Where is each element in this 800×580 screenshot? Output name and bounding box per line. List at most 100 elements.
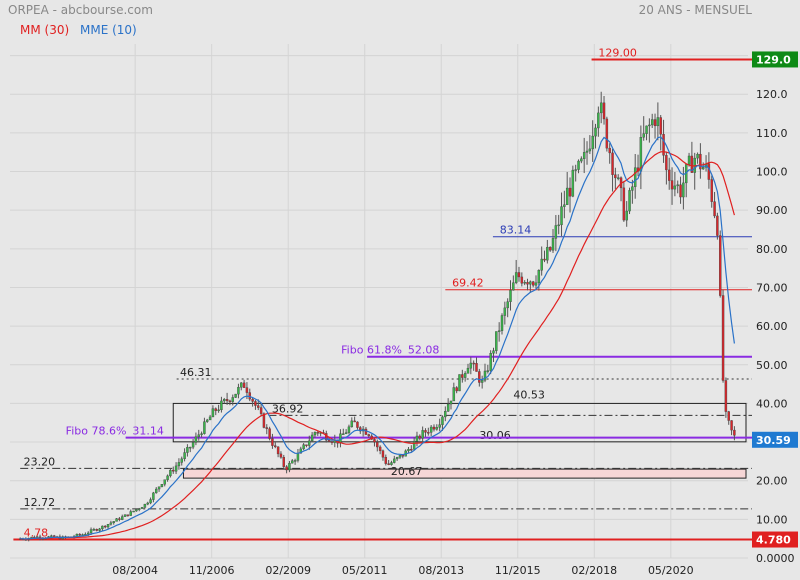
candle-body-237 <box>690 155 694 173</box>
candle-body-193 <box>565 187 569 205</box>
candle-body-165 <box>486 370 490 372</box>
candle-body-217 <box>633 167 637 187</box>
level-label-9: 4.78 <box>24 527 49 540</box>
candle-body-241 <box>702 167 705 170</box>
candle-body-252 <box>733 429 736 436</box>
candle-body-83 <box>254 401 257 406</box>
candle-body-38 <box>126 514 130 516</box>
candle-body-209 <box>611 152 614 175</box>
candle-body-137 <box>407 448 410 452</box>
level-label-1: 83.14 <box>500 224 532 237</box>
x-tick-label-0: 08/2004 <box>112 564 158 577</box>
candle-body-40 <box>132 510 135 513</box>
candle-body-175 <box>514 272 518 283</box>
price-tag-1: 30.59 <box>756 434 791 447</box>
candle-body-143 <box>424 430 427 433</box>
candle-body-123 <box>367 434 371 437</box>
candle-body-72 <box>223 399 226 402</box>
candle-body-190 <box>557 224 560 227</box>
candle-body-206 <box>602 102 606 120</box>
candle-body-31 <box>106 524 110 528</box>
x-tick-label-5: 11/2015 <box>495 564 541 577</box>
level-prefix-3: Fibo 61.8% <box>341 344 402 357</box>
candle-body-141 <box>418 435 422 439</box>
price-tag-bg-2 <box>752 531 798 548</box>
candle-body-78 <box>240 382 243 388</box>
y-tick-label-4: 40.00 <box>756 397 788 410</box>
candle-body-214 <box>625 210 628 221</box>
candle-body-220 <box>642 133 645 138</box>
price-tags: 129.0 30.59 4.780 <box>752 51 798 548</box>
candle-body-185 <box>543 258 546 261</box>
candle-body-166 <box>489 353 492 371</box>
candle-body-196 <box>574 169 577 171</box>
level-label-3: 52.08 <box>408 344 440 357</box>
candle-body-179 <box>526 282 529 285</box>
candle-body-52 <box>166 475 169 480</box>
candle-body-191 <box>560 206 563 226</box>
candle-body-211 <box>616 177 620 179</box>
candle-body-37 <box>123 514 127 517</box>
candle-body-89 <box>271 438 274 446</box>
candle-body-101 <box>305 444 308 446</box>
candle-body-116 <box>347 426 351 433</box>
candle-body-160 <box>472 362 475 365</box>
candle-body-57 <box>180 458 183 463</box>
candle-body-151 <box>446 403 450 412</box>
grid <box>10 44 748 559</box>
y-tick-label-8: 80.00 <box>756 243 788 256</box>
candle-body-144 <box>427 432 430 434</box>
candle-body-110 <box>330 441 334 443</box>
candle-body-96 <box>291 460 294 464</box>
level-label-5: 36.92 <box>272 402 304 415</box>
candle-body-36 <box>121 516 124 520</box>
candle-body-115 <box>344 432 348 434</box>
candle-body-226 <box>659 117 662 135</box>
candle-body-109 <box>327 439 331 442</box>
candle-body-173 <box>509 289 512 302</box>
candle-body-124 <box>370 435 373 440</box>
candle-body-133 <box>395 457 399 460</box>
level-prefix-6: Fibo 78.6% <box>66 425 127 438</box>
candle-body-172 <box>506 301 509 309</box>
y-tick-label-9: 90.00 <box>756 204 788 217</box>
candle-body-85 <box>259 407 263 414</box>
candle-body-213 <box>622 187 626 221</box>
candle-body-93 <box>282 457 285 467</box>
y-tick-label-11: 110.0 <box>756 127 788 140</box>
candle-body-68 <box>211 408 215 418</box>
candle-body-240 <box>699 153 702 170</box>
candle-body-51 <box>163 479 166 485</box>
price-tag-bg-0 <box>752 51 798 68</box>
candle-body-154 <box>455 387 458 392</box>
candle-body-168 <box>495 331 498 351</box>
candle-body-50 <box>160 484 164 487</box>
x-axis: 08/2004 11/2006 02/2009 05/2011 08/2013 11/20… <box>112 564 693 577</box>
candle-body-215 <box>628 190 631 212</box>
candle-body-59 <box>186 447 189 453</box>
candle-body-24 <box>87 532 90 535</box>
candle-body-194 <box>568 187 572 197</box>
candle-body-99 <box>299 448 302 454</box>
zone-label-2: 20.67 <box>391 465 423 478</box>
candle-body-243 <box>707 163 711 180</box>
candle-body-229 <box>667 169 671 181</box>
candle-body-41 <box>135 509 138 512</box>
y-tick-label-7: 70.00 <box>756 281 788 294</box>
level-label-8: 12.72 <box>24 496 56 509</box>
candle-body-34 <box>115 518 118 522</box>
candle-body-189 <box>554 225 558 239</box>
candle-body-71 <box>220 400 223 411</box>
moving-averages <box>20 136 735 540</box>
candle-body-75 <box>231 397 234 402</box>
candle-body-187 <box>548 246 552 251</box>
x-tick-label-3: 05/2011 <box>342 564 388 577</box>
candle-body-139 <box>412 441 416 450</box>
candle-body-90 <box>274 445 277 448</box>
candle-body-94 <box>285 466 288 471</box>
candle-body-184 <box>540 258 543 271</box>
candle-body-167 <box>492 350 495 354</box>
candle-body-186 <box>546 246 549 261</box>
candle-body-54 <box>172 469 175 472</box>
candle-body-148 <box>438 424 441 428</box>
